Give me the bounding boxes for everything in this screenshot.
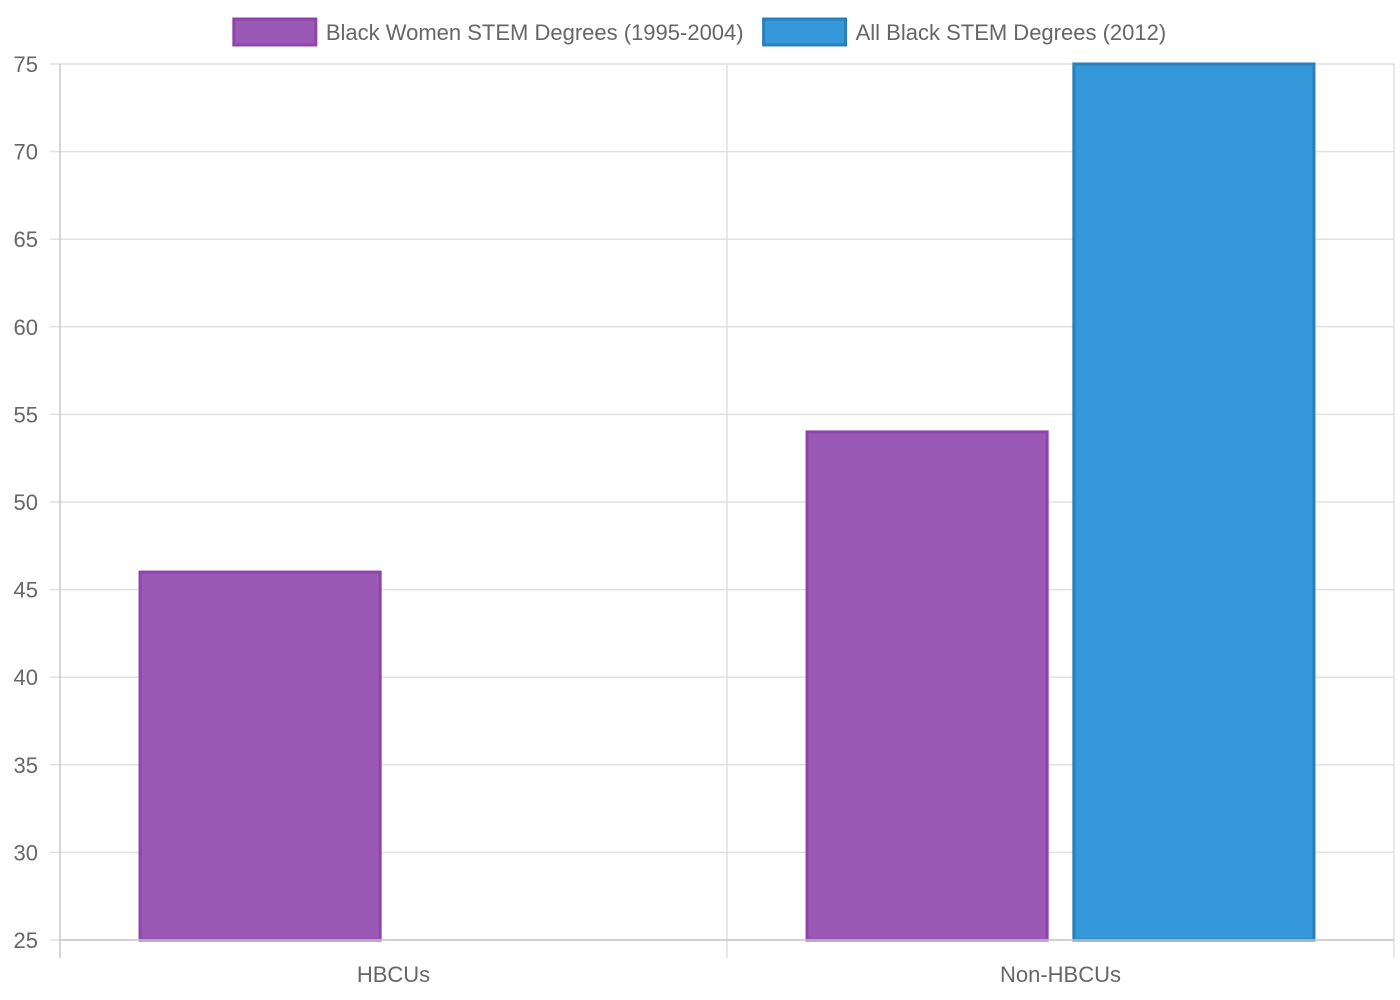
bar-non-hbcus-series-2	[1072, 62, 1316, 942]
bar-hbcus-series-1	[138, 570, 382, 942]
axes: 25 30 35 40 45 50 55 60 65 70 75 HBCUs Non-HBCUs	[14, 52, 1394, 987]
legend-label: All Black STEM Degrees (2012)	[856, 20, 1167, 45]
legend: Black Women STEM Degrees (1995-2004) All …	[232, 17, 1167, 47]
y-tick-label: 40	[14, 665, 38, 690]
y-tick-label: 60	[14, 315, 38, 340]
y-tick-label: 50	[14, 490, 38, 515]
bars	[138, 62, 1316, 942]
y-tick-label: 65	[14, 227, 38, 252]
y-tick-label: 30	[14, 840, 38, 865]
y-tick-label: 25	[14, 928, 38, 953]
y-tick-label: 55	[14, 402, 38, 427]
legend-swatch	[232, 17, 318, 47]
y-tick-label: 35	[14, 753, 38, 778]
x-category-label: HBCUs	[357, 962, 430, 987]
y-tick-label: 70	[14, 140, 38, 165]
legend-label: Black Women STEM Degrees (1995-2004)	[326, 20, 744, 45]
grid	[50, 63, 1395, 958]
bar-non-hbcus-series-1	[805, 430, 1049, 942]
legend-swatch	[762, 17, 848, 47]
y-tick-label: 75	[14, 52, 38, 77]
x-category-label: Non-HBCUs	[1000, 962, 1121, 987]
y-tick-label: 45	[14, 578, 38, 603]
